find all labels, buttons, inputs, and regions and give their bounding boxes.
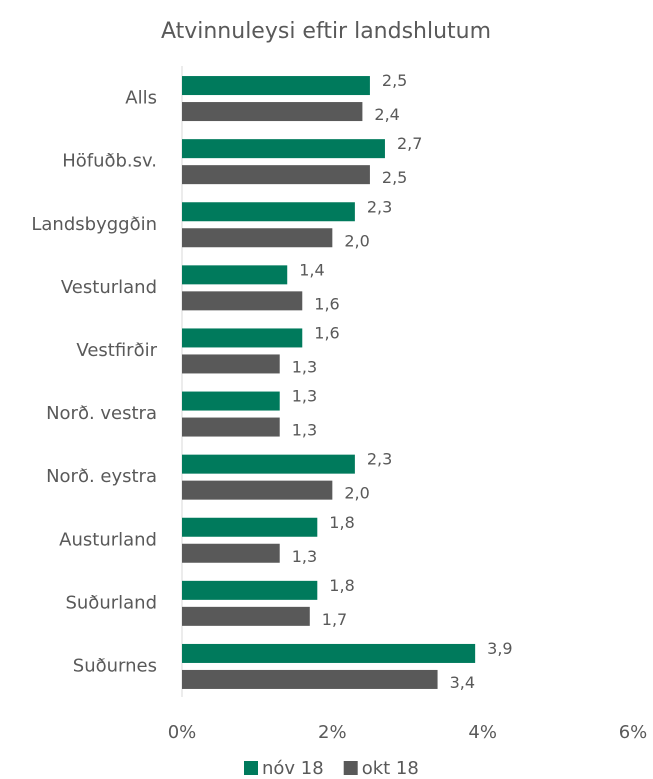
bar — [182, 228, 333, 248]
legend-label: nóv 18 — [262, 758, 324, 779]
bar — [182, 517, 318, 537]
bar — [182, 76, 370, 96]
chart-title: Atvinnuleysi eftir landshlutum — [161, 19, 491, 44]
bar — [182, 265, 288, 285]
value-label: 2,0 — [344, 484, 369, 503]
value-label: 2,7 — [397, 134, 422, 153]
value-label: 1,7 — [322, 610, 347, 629]
bar — [182, 102, 363, 122]
value-label: 2,4 — [374, 105, 399, 124]
value-label: 1,3 — [292, 421, 317, 440]
category-label: Höfuðb.sv. — [62, 151, 157, 172]
bar — [182, 417, 280, 437]
bar — [182, 202, 355, 222]
bar — [182, 543, 280, 563]
bar — [182, 291, 303, 311]
value-label: 1,3 — [292, 547, 317, 566]
value-label: 2,0 — [344, 231, 369, 250]
value-label: 1,3 — [292, 387, 317, 406]
value-label: 3,4 — [450, 673, 475, 692]
legend-label: okt 18 — [362, 758, 419, 779]
bar — [182, 480, 333, 500]
category-label: Landsbyggðin — [31, 214, 157, 235]
bar — [182, 391, 280, 411]
bar — [182, 643, 476, 663]
category-label: Vesturland — [61, 277, 157, 298]
legend-swatch — [244, 761, 258, 775]
value-label: 2,5 — [382, 71, 407, 90]
bar — [182, 165, 370, 185]
x-tick-label: 4% — [468, 722, 497, 743]
value-label: 1,8 — [329, 513, 354, 532]
value-label: 1,3 — [292, 357, 317, 376]
category-label: Norð. eystra — [46, 466, 157, 487]
category-label: Vestfirðir — [76, 340, 157, 361]
value-label: 1,8 — [329, 576, 354, 595]
value-label: 2,3 — [367, 450, 392, 469]
bar — [182, 454, 355, 474]
category-label: Austurland — [59, 529, 157, 550]
x-tick-label: 6% — [619, 722, 648, 743]
category-label: Suðurland — [65, 592, 157, 613]
legend-swatch — [343, 761, 358, 775]
category-label: Norð. vestra — [46, 403, 157, 424]
bar — [182, 606, 310, 626]
value-label: 2,3 — [367, 197, 392, 216]
value-label: 1,4 — [299, 260, 324, 279]
value-label: 1,6 — [314, 294, 339, 313]
value-label: 2,5 — [382, 168, 407, 187]
bar — [182, 139, 385, 159]
bar — [182, 328, 303, 348]
category-label: Alls — [125, 88, 157, 109]
x-tick-label: 2% — [318, 722, 347, 743]
bar — [182, 580, 318, 600]
value-label: 1,6 — [314, 323, 339, 342]
value-label: 3,9 — [487, 639, 512, 658]
bar — [182, 354, 280, 374]
category-label: Suðurnes — [73, 655, 157, 676]
x-tick-label: 0% — [168, 722, 197, 743]
bar — [182, 669, 438, 689]
